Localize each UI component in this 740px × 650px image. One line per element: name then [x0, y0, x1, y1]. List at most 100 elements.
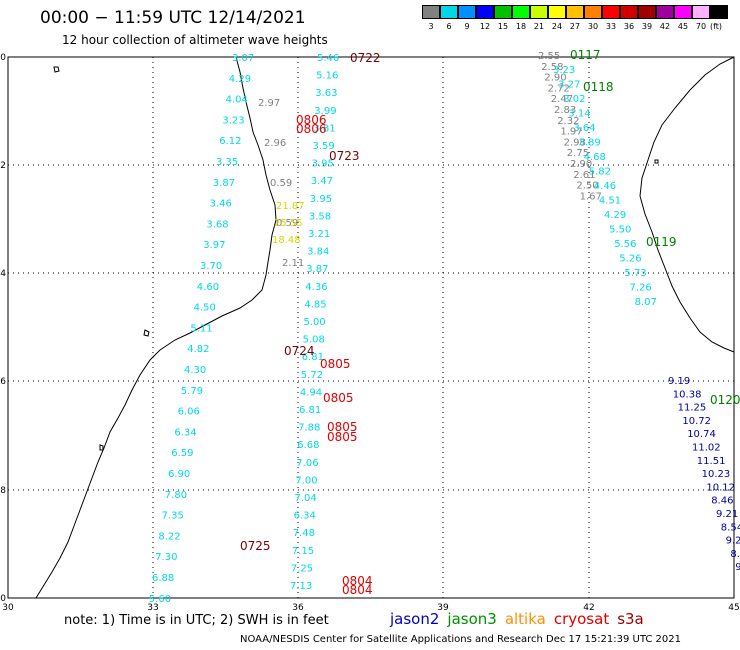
- track-time-label: 0805: [320, 357, 351, 371]
- wave-height-value: 5.11: [190, 323, 212, 334]
- wave-height-value: 2.97: [258, 98, 280, 109]
- wave-height-value: 3.95: [310, 194, 332, 205]
- wave-height-value: 4.46: [594, 181, 616, 192]
- wave-height-value: 6.12: [219, 136, 241, 147]
- wave-height-value: 2.72: [548, 83, 570, 94]
- wave-height-value: 5.16: [316, 71, 338, 82]
- wave-height-value: 6.88: [152, 573, 174, 584]
- wave-height-value: 7.80: [165, 490, 187, 501]
- wave-height-value: 7.26: [630, 283, 652, 294]
- latitude-label: -20: [0, 53, 6, 63]
- wave-height-value: 2.90: [544, 73, 566, 84]
- track-time-label: 0119: [646, 235, 677, 249]
- legend-swatch: [584, 5, 602, 19]
- wave-height-value: 4.29: [229, 74, 251, 85]
- track-time-label: 0804: [342, 583, 373, 597]
- legend-swatch: [440, 5, 458, 19]
- wave-height-value: 11.02: [692, 443, 721, 454]
- wave-height-value: 6.59: [171, 448, 193, 459]
- wave-height-value: 3.68: [206, 219, 228, 230]
- madagascar-coastline: [639, 56, 735, 353]
- track-time-label: 0805: [327, 430, 358, 444]
- wave-height-value: 2.32: [557, 116, 579, 127]
- wave-height-value: 3.63: [315, 88, 337, 99]
- wave-height-value: 5.72: [301, 370, 323, 381]
- wave-height-value: 25.55: [274, 218, 303, 229]
- wave-height-value: 5.79: [181, 386, 203, 397]
- wave-height-value: 8.: [730, 549, 740, 560]
- legend-unit: (ft): [710, 22, 723, 31]
- longitude-label: 36: [292, 603, 304, 613]
- wave-height-value: 6.34: [174, 427, 196, 438]
- wave-height-value: 3.64: [573, 123, 595, 134]
- longitude-labels: 30 33 36 39 42 45: [2, 603, 739, 613]
- wave-height-value: 4.04: [226, 95, 248, 106]
- wave-height-value: 3.59: [313, 141, 335, 152]
- wave-height-value: 11.51: [697, 456, 726, 467]
- legend-swatch: [458, 5, 476, 19]
- legend-swatch: [692, 5, 710, 19]
- wave-height-value: 4.68: [584, 152, 606, 163]
- legend-label: 24: [551, 22, 563, 31]
- wave-height-value: 5.26: [619, 254, 641, 265]
- wave-height-value: 2.75: [567, 148, 589, 159]
- wave-height-value: 2.96: [264, 138, 286, 149]
- satellite-altika: altika: [504, 610, 546, 628]
- wave-height-value: 3.84: [307, 247, 329, 258]
- longitude-label: 33: [147, 603, 158, 613]
- wave-height-value: 10.74: [687, 429, 716, 440]
- satellite-s3a: s3a: [617, 610, 644, 628]
- wave-height-value: 11.25: [678, 403, 707, 414]
- wave-height-value: 5.50: [609, 225, 631, 236]
- wave-height-value: 2.55: [538, 51, 560, 62]
- longitude-label: 45: [728, 603, 739, 613]
- latitude-label: -28: [0, 486, 6, 496]
- time-range-title: 00:00 − 11:59 UTC 12/14/2021: [40, 8, 306, 28]
- wave-height-value: 5.08: [303, 335, 325, 346]
- credit-line: NOAA/NESDIS Center for Satellite Applica…: [240, 634, 682, 645]
- wave-height-value: 4.29: [604, 210, 626, 221]
- wave-height-value: 7.48: [293, 528, 315, 539]
- track-time-label: 0120: [710, 393, 740, 407]
- legend-swatch: [710, 5, 728, 19]
- wave-height-value: 7.13: [290, 581, 312, 592]
- wave-height-value: 4.30: [184, 365, 206, 376]
- wave-height-value: 3.46: [210, 199, 232, 210]
- wave-height-value: 3.21: [308, 229, 330, 240]
- wave-height-value: 0.59: [270, 178, 292, 189]
- wave-height-value: 10.12: [706, 482, 735, 493]
- wave-height-value: 3.95: [312, 159, 334, 170]
- footer-note: note: 1) Time is in UTC; 2) SWH is in fe…: [64, 613, 329, 628]
- wave-height-value: 3.99: [314, 106, 336, 117]
- wave-height-value: 2.83: [554, 105, 576, 116]
- map-subtitle: 12 hour collection of altimeter wave hei…: [62, 33, 328, 47]
- wave-height-value: 0.59: [276, 218, 298, 229]
- legend-swatch: [638, 5, 656, 19]
- latitude-label: -22: [0, 161, 6, 171]
- legend-swatch: [656, 5, 674, 19]
- wave-height-value: 4.51: [599, 196, 621, 207]
- legend-swatch: [422, 5, 440, 19]
- wave-height-value: 10.38: [673, 389, 702, 400]
- legend-label: 45: [677, 22, 689, 31]
- legend-swatch: [476, 5, 494, 19]
- wave-height-value: 9.2: [726, 536, 740, 547]
- track-time-label: 0806: [296, 113, 327, 127]
- legend-swatch: [530, 5, 548, 19]
- wave-height-value: 7.06: [296, 458, 318, 469]
- wave-height-value: 3.87: [306, 264, 328, 275]
- longitude-label: 39: [437, 603, 449, 613]
- legend-label: 42: [659, 22, 671, 31]
- legend-label: 6: [446, 22, 452, 31]
- wave-height-value: 2.58: [541, 62, 563, 73]
- wave-height-value: 5.56: [614, 239, 636, 250]
- satellite-jason3: jason3: [447, 610, 497, 628]
- wave-height-value: 5.46: [317, 53, 339, 64]
- legend-label: 33: [605, 22, 617, 31]
- wave-height-value: 3.81: [313, 123, 335, 134]
- wave-height-value: 7.04: [295, 493, 317, 504]
- wave-height-value: 7.30: [155, 552, 177, 563]
- track-time-label: 0804: [342, 574, 373, 588]
- wave-height-value: 10.72: [682, 416, 711, 427]
